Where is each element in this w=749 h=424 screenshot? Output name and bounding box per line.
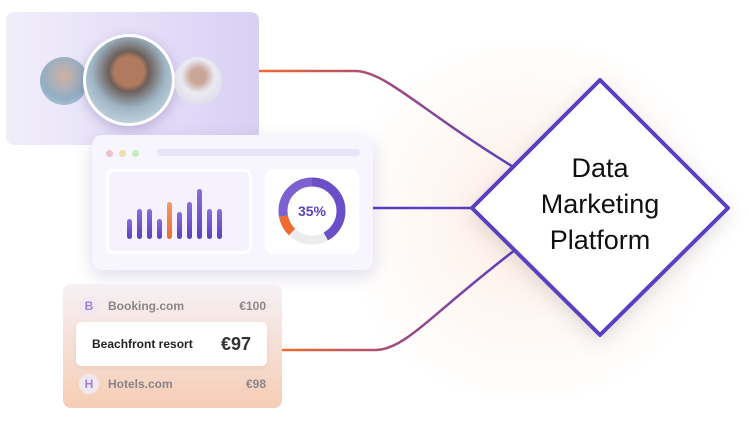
bar-1 [127, 219, 132, 239]
bar-4 [157, 219, 162, 239]
donut-percent-label: 35% [297, 203, 327, 219]
bar-8 [197, 189, 202, 239]
provider-price: €98 [245, 377, 266, 391]
bar-10 [217, 209, 222, 239]
price-comparison-card: B Booking.com €100 Beachfront resort €97… [63, 284, 282, 408]
offer-name: Beachfront resort [92, 337, 193, 351]
avatar-main [83, 34, 175, 126]
bar-2 [137, 209, 142, 239]
window-dot-red [106, 150, 113, 157]
window-dot-green [132, 150, 139, 157]
address-bar [157, 149, 360, 156]
bar-chart-panel [106, 169, 252, 254]
hotels-badge: H [79, 374, 99, 394]
connector-top [258, 69, 516, 170]
bar-3 [147, 209, 152, 239]
connector-bottom [282, 249, 516, 352]
analytics-dashboard-card: 35% [92, 135, 373, 270]
price-row-booking: B Booking.com €100 [63, 291, 282, 321]
platform-line-2: Marketing [540, 189, 660, 219]
donut-segment-purple-2 [278, 177, 346, 245]
provider-name: Booking.com [108, 299, 185, 313]
bar-7 [187, 201, 192, 239]
provider-price: €100 [239, 299, 266, 313]
donut-chart [278, 177, 346, 245]
booking-badge: B [79, 296, 99, 316]
avatar-left [40, 57, 88, 105]
platform-diamond [470, 78, 730, 337]
offer-price: €97 [220, 333, 251, 354]
platform-line-3: Platform [549, 225, 651, 255]
audience-card [6, 12, 259, 145]
selected-offer[interactable]: Beachfront resort €97 [76, 322, 267, 366]
provider-name: Hotels.com [108, 377, 173, 391]
donut-chart-panel: 35% [265, 169, 359, 254]
avatar-right [174, 57, 222, 105]
platform-line-1: Data [571, 153, 629, 183]
bar-9 [207, 209, 212, 239]
window-dot-yellow [119, 150, 126, 157]
bar-6 [177, 211, 182, 239]
bar-5 [167, 201, 172, 239]
price-row-hotels: H Hotels.com €98 [63, 369, 282, 399]
platform-label: Data Marketing Platform [520, 150, 680, 258]
